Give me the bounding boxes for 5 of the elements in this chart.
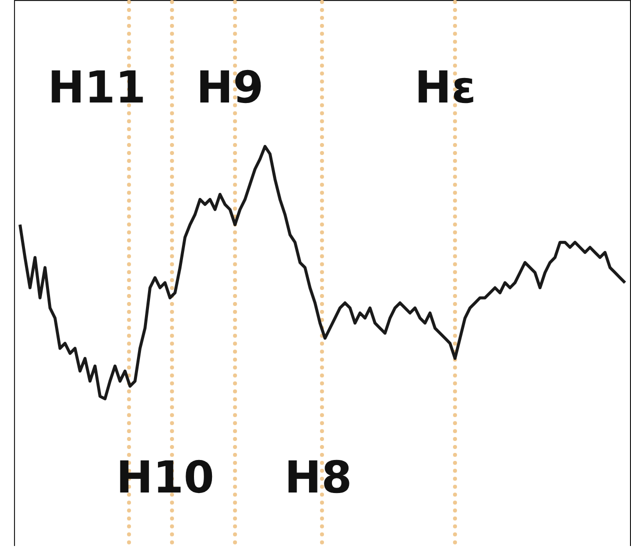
text: H8 [284, 452, 352, 504]
text: H9 [196, 62, 264, 114]
text: H10 [116, 452, 214, 504]
text: H11 [48, 62, 146, 114]
text: Hε [414, 62, 476, 114]
